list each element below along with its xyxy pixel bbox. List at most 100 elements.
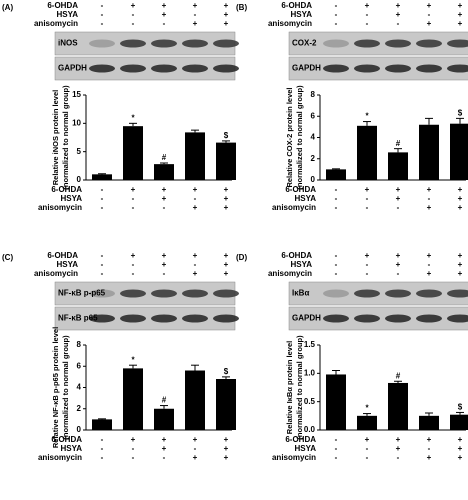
blot-band xyxy=(354,64,380,73)
condition-sign: + xyxy=(427,1,432,10)
condition-sign: + xyxy=(458,19,463,28)
condition-sign: - xyxy=(101,194,104,203)
panel-label: (D) xyxy=(236,253,247,262)
significance-marker: $ xyxy=(224,367,229,376)
condition-sign: + xyxy=(162,10,167,19)
condition-sign: + xyxy=(224,453,229,462)
condition-sign: - xyxy=(132,453,135,462)
condition-sign: + xyxy=(427,269,432,278)
condition-sign: - xyxy=(101,269,104,278)
blot-band xyxy=(354,314,380,323)
y-axis-label: (normalized to normal group) xyxy=(61,85,70,190)
panel-label: (B) xyxy=(236,3,247,12)
condition-sign: + xyxy=(224,435,229,444)
condition-sign: + xyxy=(162,194,167,203)
y-tick-label: 6 xyxy=(77,361,82,370)
bar xyxy=(123,368,143,430)
condition-sign: - xyxy=(194,444,197,453)
bar xyxy=(388,152,408,180)
condition-sign: - xyxy=(101,203,104,212)
blot-band xyxy=(323,39,349,48)
blot-band xyxy=(416,64,442,73)
condition-sign: - xyxy=(428,194,431,203)
blot-band xyxy=(416,314,442,323)
blot-band xyxy=(120,64,146,73)
condition-sign: - xyxy=(335,260,338,269)
condition-sign: + xyxy=(162,260,167,269)
y-tick-label: 0 xyxy=(311,175,316,184)
blot-band xyxy=(416,289,442,298)
condition-sign: + xyxy=(458,251,463,260)
condition-sign: - xyxy=(335,19,338,28)
condition-sign: - xyxy=(428,260,431,269)
condition-sign: + xyxy=(224,269,229,278)
blot-band xyxy=(385,314,411,323)
condition-sign: - xyxy=(366,10,369,19)
condition-sign: + xyxy=(224,185,229,194)
y-tick-label: 4 xyxy=(311,133,316,142)
condition-sign: + xyxy=(162,435,167,444)
condition-sign: - xyxy=(163,453,166,462)
condition-sign: - xyxy=(101,251,104,260)
condition-sign: + xyxy=(458,194,463,203)
significance-marker: # xyxy=(396,371,401,380)
condition-name: HSYA xyxy=(295,444,317,453)
condition-sign: + xyxy=(162,185,167,194)
bar xyxy=(216,379,236,430)
blot-band xyxy=(213,314,239,323)
blot-band xyxy=(213,64,239,73)
blot-band xyxy=(323,64,349,73)
blot-band xyxy=(447,39,468,48)
condition-sign: - xyxy=(335,203,338,212)
condition-sign: + xyxy=(224,251,229,260)
condition-sign: + xyxy=(193,251,198,260)
y-tick-label: 8 xyxy=(311,90,316,99)
blot-label: iNOS xyxy=(58,39,78,48)
condition-name: HSYA xyxy=(291,10,313,19)
y-axis-label: (normalized to normal group) xyxy=(61,335,70,440)
condition-sign: - xyxy=(101,19,104,28)
significance-marker: * xyxy=(365,112,369,121)
condition-name: anisomycin xyxy=(272,203,316,212)
condition-sign: + xyxy=(224,1,229,10)
y-tick-label: 5 xyxy=(77,147,82,156)
condition-name: anisomycin xyxy=(38,453,82,462)
condition-name: anisomycin xyxy=(38,203,82,212)
condition-sign: - xyxy=(163,269,166,278)
condition-sign: - xyxy=(366,453,369,462)
bar xyxy=(216,142,236,180)
y-axis-label: Relative NF-κB p-p65 protein level xyxy=(51,327,60,448)
blot-band xyxy=(447,314,468,323)
condition-sign: + xyxy=(396,194,401,203)
condition-sign: - xyxy=(163,19,166,28)
bar xyxy=(450,123,468,180)
blot-label: NF-κB p-p65 xyxy=(58,289,106,298)
blot-band xyxy=(89,314,115,323)
condition-sign: + xyxy=(458,435,463,444)
condition-sign: + xyxy=(224,19,229,28)
y-tick-label: 1.5 xyxy=(304,340,316,349)
condition-name: HSYA xyxy=(291,260,313,269)
y-tick-label: 4 xyxy=(77,383,82,392)
condition-sign: - xyxy=(132,260,135,269)
condition-sign: + xyxy=(458,444,463,453)
condition-name: HSYA xyxy=(61,444,83,453)
condition-sign: + xyxy=(427,435,432,444)
y-tick-label: 15 xyxy=(72,90,81,99)
significance-marker: $ xyxy=(458,108,463,117)
condition-sign: + xyxy=(396,1,401,10)
condition-sign: + xyxy=(458,203,463,212)
condition-sign: - xyxy=(194,10,197,19)
significance-marker: # xyxy=(396,139,401,148)
bar xyxy=(357,125,377,180)
condition-sign: - xyxy=(101,453,104,462)
condition-sign: - xyxy=(366,194,369,203)
condition-name: anisomycin xyxy=(272,453,316,462)
condition-sign: + xyxy=(458,260,463,269)
blot-band xyxy=(323,289,349,298)
condition-sign: + xyxy=(131,435,136,444)
condition-sign: + xyxy=(162,1,167,10)
panel-label: (A) xyxy=(2,3,13,12)
condition-sign: + xyxy=(131,1,136,10)
y-tick-label: 6 xyxy=(311,111,316,120)
